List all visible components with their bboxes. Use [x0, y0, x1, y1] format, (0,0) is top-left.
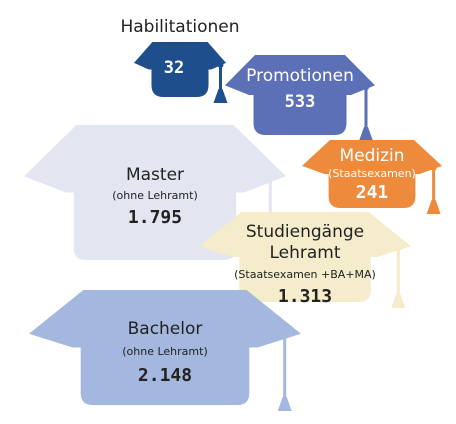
tassel	[391, 294, 406, 308]
value-label: 2.148	[138, 365, 192, 386]
category-label: Studiengänge Lehramt	[246, 222, 364, 263]
category-label: Promotionen	[246, 66, 354, 86]
cap-body	[80, 329, 250, 405]
tassel	[213, 89, 228, 103]
tassel	[359, 127, 373, 141]
tassel-knot	[363, 84, 369, 91]
category-label: Habilitationen	[120, 17, 239, 37]
cap-body	[239, 242, 371, 302]
value-label: 32	[164, 58, 184, 78]
tassel-knot	[281, 332, 288, 339]
cap	[199, 212, 411, 308]
tassel-knot	[267, 175, 274, 182]
cap	[225, 55, 375, 141]
category-note: (Staatsexamen)	[328, 167, 416, 180]
cap	[29, 290, 301, 411]
category-note: (ohne Lehramt)	[122, 345, 208, 358]
value-label: 533	[285, 92, 316, 112]
cap-body	[73, 172, 237, 260]
category-label: Bachelor	[128, 319, 203, 339]
category-note: (ohne Lehramt)	[112, 189, 198, 202]
value-label: 1.795	[128, 207, 182, 228]
cap-board	[302, 140, 442, 174]
category-note: (Staatsexamen +BA+MA)	[234, 268, 376, 281]
cap-board	[225, 55, 375, 95]
value-label: 1.313	[278, 286, 332, 307]
cap	[24, 125, 286, 266]
cap	[134, 42, 228, 103]
cap-board	[199, 212, 411, 257]
category-label: Medizin	[339, 146, 404, 166]
tassel	[426, 200, 441, 214]
category-label: Master	[126, 165, 184, 185]
tassel	[277, 397, 292, 411]
tassel-knot	[395, 245, 402, 252]
cap	[302, 140, 442, 214]
cap-board	[29, 290, 301, 348]
cap-board	[134, 42, 226, 70]
tassel-knot	[217, 61, 224, 68]
cap-board	[24, 125, 286, 193]
tassel-knot	[430, 164, 437, 171]
value-label: 241	[356, 182, 389, 203]
